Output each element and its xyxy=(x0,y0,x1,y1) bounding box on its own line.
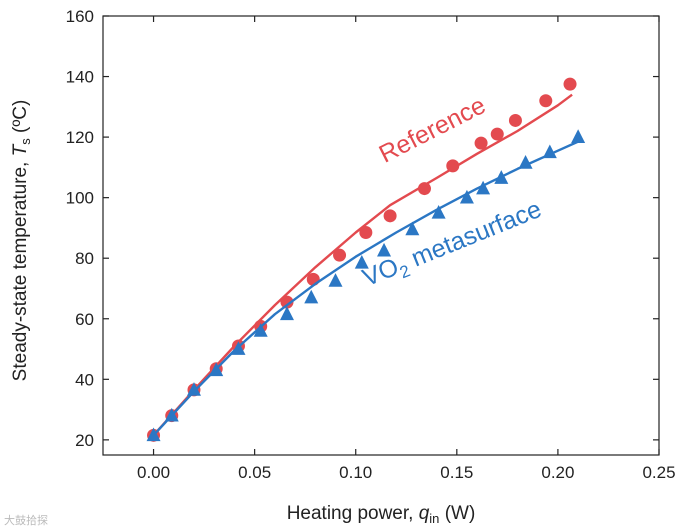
y-tick-label: 20 xyxy=(75,431,94,450)
vo2-marker xyxy=(476,180,491,195)
y-tick-label: 40 xyxy=(75,370,94,389)
vo2-marker xyxy=(377,242,392,257)
vo2-marker xyxy=(209,362,224,377)
y-axis: 20 40 60 80 100 120 140 160 xyxy=(66,7,659,450)
vo2-marker xyxy=(571,129,586,143)
reference-marker xyxy=(539,94,553,108)
reference-marker xyxy=(474,136,488,150)
vo2-marker xyxy=(279,306,294,321)
y-tick-label: 60 xyxy=(75,310,94,329)
vo2-marker xyxy=(146,427,161,442)
x-axis-title: Heating power, qin (W) xyxy=(287,503,476,526)
x-tick-label: 0.20 xyxy=(541,463,574,482)
reference-marker xyxy=(417,182,431,196)
vo2-marker xyxy=(431,204,446,219)
vo2-marker xyxy=(354,254,369,269)
x-tick-label: 0.15 xyxy=(440,463,473,482)
reference-marker xyxy=(280,295,294,309)
y-tick-label: 120 xyxy=(66,128,94,147)
vo2-fit-line xyxy=(152,140,579,437)
vo2-marker xyxy=(494,170,509,184)
x-tick-label: 0.05 xyxy=(238,463,271,482)
vo2-marker xyxy=(164,407,179,422)
vo2-series-label: VO2 metasurface xyxy=(359,195,547,296)
reference-marker xyxy=(490,127,504,141)
reference-marker xyxy=(333,248,347,262)
vo2-marker xyxy=(542,144,557,159)
x-tick-label: 0.10 xyxy=(339,463,372,482)
plot-border xyxy=(102,15,660,456)
y-tick-label: 80 xyxy=(75,249,94,268)
vo2-marker xyxy=(405,221,420,236)
x-axis: 0.00 0.05 0.10 0.15 0.20 0.25 xyxy=(137,16,676,482)
reference-fit-line xyxy=(152,93,573,437)
series-layer xyxy=(146,77,586,442)
reference-marker xyxy=(508,113,522,127)
plot-frame xyxy=(102,15,660,456)
y-tick-label: 140 xyxy=(66,68,94,87)
vo2-marker xyxy=(328,273,343,287)
vo2-marker xyxy=(518,155,533,169)
vo2-marker xyxy=(186,382,201,396)
vo2-marker xyxy=(304,289,319,304)
x-tick-label: 0.25 xyxy=(642,463,675,482)
reference-marker xyxy=(446,159,460,173)
x-tick-label: 0.00 xyxy=(137,463,170,482)
y-axis-title: Steady-state temperature, Ts (ºC) xyxy=(10,100,33,382)
vo2-marker xyxy=(253,323,268,337)
vo2-marker xyxy=(459,189,474,204)
reference-marker xyxy=(359,225,373,239)
y-tick-label: 160 xyxy=(66,7,94,26)
watermark: 大鼓拾探 xyxy=(4,515,48,527)
reference-marker xyxy=(383,209,397,223)
reference-marker xyxy=(563,77,577,91)
y-tick-label: 100 xyxy=(66,189,94,208)
vo2-marker xyxy=(231,341,246,355)
